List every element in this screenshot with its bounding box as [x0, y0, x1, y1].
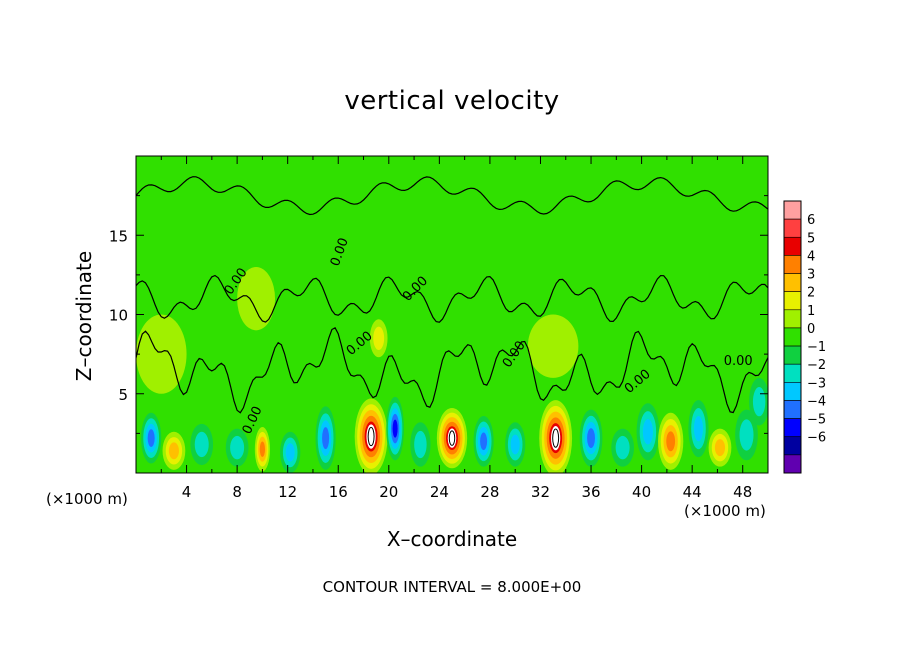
velocity-cell-13-contour	[552, 428, 560, 448]
velocity-cell-11-level-4	[480, 432, 488, 451]
zero-contour-upper	[136, 176, 768, 216]
x-tick-label-8: 8	[232, 483, 242, 501]
colorbar-cell-12	[783, 418, 802, 438]
velocity-cell-23-level-1	[237, 266, 276, 331]
colorbar-cell-7	[783, 327, 802, 347]
y-tick-label-5: 5	[118, 386, 128, 404]
x-axis-label: X–coordinate	[386, 527, 518, 551]
velocity-cell-1-level-3	[168, 442, 179, 460]
colorbar-label-8: −2	[807, 358, 826, 373]
y-tick-label-15: 15	[109, 227, 128, 245]
colorbar-cell-0	[783, 200, 802, 220]
colorbar-cell-14	[783, 454, 802, 474]
velocity-cell-5-level-3	[285, 443, 295, 462]
velocity-cell-22-level-2	[373, 326, 385, 350]
colorbar-label-12: −6	[807, 431, 826, 446]
colorbar-cell-9	[783, 363, 802, 383]
velocity-cell-14-level-4	[587, 428, 595, 449]
velocity-cell-2-level-2	[194, 431, 209, 458]
x-tick-label-40: 40	[632, 483, 651, 501]
y-axis-label: Z–coordinate	[72, 250, 96, 382]
x-tick-label-20: 20	[379, 483, 398, 501]
zero-contour-mid	[136, 326, 768, 414]
colorbar-cell-3	[783, 255, 802, 274]
y-tick-label-10: 10	[109, 307, 128, 325]
colorbar-cell-4	[783, 273, 802, 292]
colorbar-label-2: 4	[807, 249, 815, 264]
colorbar-label-6: 0	[807, 322, 815, 337]
velocity-cell-9-level-2	[414, 430, 427, 459]
velocity-cell-0-level-4	[147, 429, 155, 447]
colorbar-cell-11	[783, 400, 802, 419]
x-tick-label-4: 4	[182, 483, 192, 501]
zero-contour-high	[136, 274, 768, 323]
x-tick-label-44: 44	[683, 483, 702, 501]
field-layer: 0.000.000.000.000.000.000.000.00	[136, 156, 768, 473]
velocity-cell-25-level-1	[527, 314, 579, 378]
x-tick-label-48: 48	[733, 483, 752, 501]
x-tick-label-16: 16	[329, 483, 348, 501]
colorbar-cell-13	[783, 436, 802, 456]
colorbar-label-11: −5	[807, 413, 826, 428]
velocity-cell-16-level-3	[642, 419, 653, 445]
velocity-cell-18-level-3	[693, 415, 703, 442]
colorbar-label-9: −3	[807, 376, 826, 391]
colorbar-cell-1	[783, 218, 802, 238]
velocity-cell-24-level-1	[136, 314, 187, 394]
velocity-cell-10-contour	[448, 430, 456, 446]
chart-title: vertical velocity	[344, 86, 560, 116]
velocity-cell-17-level-4	[666, 431, 676, 452]
velocity-cell-15-level-2	[615, 435, 630, 460]
colorbar-cell-6	[783, 309, 802, 329]
colorbar-cell-10	[783, 382, 802, 401]
velocity-cell-21-level-2	[752, 387, 766, 417]
velocity-cell-20-level-2	[739, 419, 754, 451]
velocity-cell-4-level-4	[259, 441, 266, 457]
x-tick-label-32: 32	[531, 483, 550, 501]
colorbar-frame	[783, 200, 802, 474]
x-unit-note-right: (×1000 m)	[684, 502, 766, 520]
x-tick-label-24: 24	[430, 483, 449, 501]
colorbar-label-3: 3	[807, 268, 815, 283]
colorbar-label-1: 5	[807, 231, 815, 246]
velocity-cell-8-level-5	[392, 419, 398, 438]
x-tick-label-12: 12	[278, 483, 297, 501]
x-tick-label-36: 36	[581, 483, 600, 501]
x-tick-label-28: 28	[480, 483, 499, 501]
colorbar-label-7: −1	[807, 340, 826, 355]
contour-label-6: 0.00	[724, 354, 753, 369]
colorbar-cell-8	[783, 345, 802, 365]
colorbar-label-10: −4	[807, 394, 826, 409]
velocity-cell-19-level-3	[714, 439, 726, 457]
colorbar-label-5: 1	[807, 304, 815, 319]
colorbar-label-0: 6	[807, 213, 815, 228]
velocity-cell-3-level-2	[230, 435, 245, 460]
x-unit-note-left: (×1000 m)	[46, 490, 128, 508]
contour-interval-note: CONTOUR INTERVAL = 8.000E+00	[322, 578, 582, 596]
velocity-cell-12-level-3	[510, 434, 520, 455]
colorbar-cell-5	[783, 291, 802, 311]
velocity-cell-7-contour	[367, 426, 375, 447]
colorbar-cell-2	[783, 236, 802, 256]
colorbar-label-4: 2	[807, 286, 815, 301]
velocity-cell-6-level-4	[322, 427, 330, 450]
